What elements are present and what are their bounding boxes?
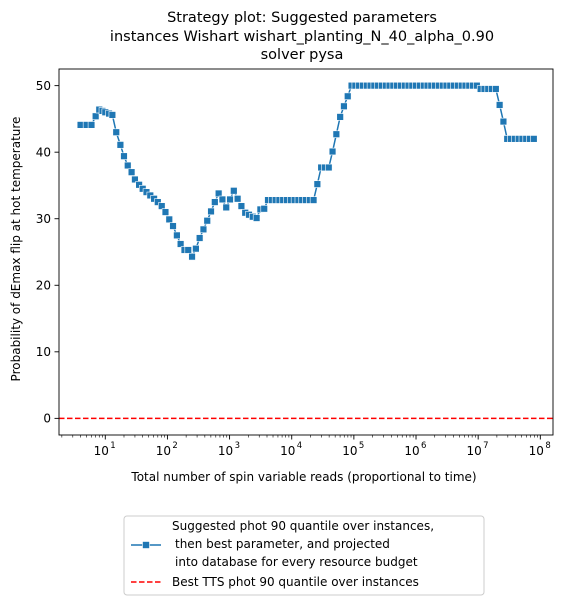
x-tick-label: 10 [94, 444, 109, 458]
legend-series-label-line-3: into database for every resource budget [175, 555, 418, 569]
data-point [203, 217, 211, 225]
data-point [91, 112, 100, 120]
data-point [192, 244, 200, 253]
data-point [260, 205, 268, 213]
chart-legend: Suggested phot 90 quantile over instance… [123, 515, 485, 596]
data-point [499, 117, 508, 126]
data-point [124, 161, 132, 170]
data-point [169, 222, 177, 230]
y-tick-label: 50 [36, 79, 51, 93]
x-tick-label: 10 [280, 444, 295, 458]
x-axis: 10 1 10 2 10 3 10 4 10 5 10 6 10 7 10 8 [61, 435, 551, 458]
data-point [173, 231, 181, 240]
data-point [344, 92, 352, 100]
data-point [199, 225, 208, 234]
y-tick-label: 30 [36, 212, 51, 226]
data-point [340, 102, 348, 110]
y-tick-label: 10 [36, 345, 51, 359]
legend-reference-label: Best TTS phot 90 quantile over instances [172, 575, 419, 589]
data-point [108, 111, 117, 119]
data-point [207, 207, 215, 216]
data-point [222, 203, 230, 212]
data-point [495, 101, 504, 109]
chart-title-line-2: instances Wishart wishart_planting_N_40_… [110, 29, 494, 45]
data-point [165, 215, 173, 224]
data-point [120, 152, 128, 160]
x-tick-label-exponent: 3 [235, 441, 240, 451]
data-point [336, 113, 344, 121]
legend-series-marker-swatch [142, 541, 150, 549]
data-point [332, 130, 341, 138]
y-tick-label: 20 [36, 279, 51, 293]
x-axis-label: Total number of spin variable reads (pro… [130, 470, 476, 484]
data-point [195, 234, 204, 242]
data-point [158, 202, 166, 210]
series-line [80, 84, 534, 259]
x-tick-label-exponent: 1 [110, 441, 115, 451]
legend-series-label-line-2: then best parameter, and projected [175, 537, 390, 551]
data-point [492, 85, 500, 93]
y-tick-label: 0 [43, 412, 51, 426]
data-point [214, 189, 223, 198]
chart-title-line-3: solver pysa [261, 47, 344, 63]
data-point [226, 195, 234, 204]
data-point [176, 240, 185, 248]
data-point [161, 208, 170, 216]
data-point [112, 128, 120, 136]
data-point [184, 246, 192, 254]
x-tick-label: 10 [342, 444, 357, 458]
x-tick-label-exponent: 5 [359, 441, 364, 451]
x-tick-label-exponent: 4 [297, 441, 302, 451]
data-point [87, 121, 96, 129]
data-point [218, 195, 227, 204]
data-point [116, 141, 125, 149]
chart-title-line-1: Strategy plot: Suggested parameters [167, 10, 437, 26]
data-point [309, 196, 318, 204]
data-point [127, 168, 136, 176]
data-point [154, 198, 162, 206]
data-point [325, 163, 333, 172]
y-axis-label: Probability of dEmax flip at hot tempera… [9, 117, 23, 382]
x-tick-label-exponent: 7 [483, 441, 488, 451]
data-point [233, 195, 242, 203]
x-tick-label: 10 [529, 444, 544, 458]
x-tick-label: 10 [404, 444, 419, 458]
data-point [230, 187, 238, 195]
data-point [188, 252, 196, 261]
data-point [237, 202, 246, 210]
legend-frame [123, 515, 485, 596]
data-point [530, 135, 538, 143]
x-tick-label: 10 [156, 444, 171, 458]
data-point [131, 175, 139, 184]
data-point [328, 147, 337, 156]
chart-title: Strategy plot: Suggested parameters inst… [110, 10, 494, 63]
data-point [211, 198, 219, 206]
data-point [313, 180, 322, 188]
x-tick-label: 10 [467, 444, 482, 458]
legend-series-label-line-1: Suggested phot 90 quantile over instance… [172, 519, 434, 533]
plot-area [58, 68, 554, 436]
y-axis: 0 10 20 30 40 50 [36, 79, 59, 426]
x-tick-label-exponent: 6 [421, 441, 426, 451]
x-tick-label-exponent: 8 [545, 441, 550, 451]
x-tick-label-exponent: 2 [172, 441, 177, 451]
x-tick-label: 10 [218, 444, 233, 458]
data-point [252, 214, 261, 222]
axes-frame [58, 68, 554, 436]
y-tick-label: 40 [36, 145, 51, 159]
